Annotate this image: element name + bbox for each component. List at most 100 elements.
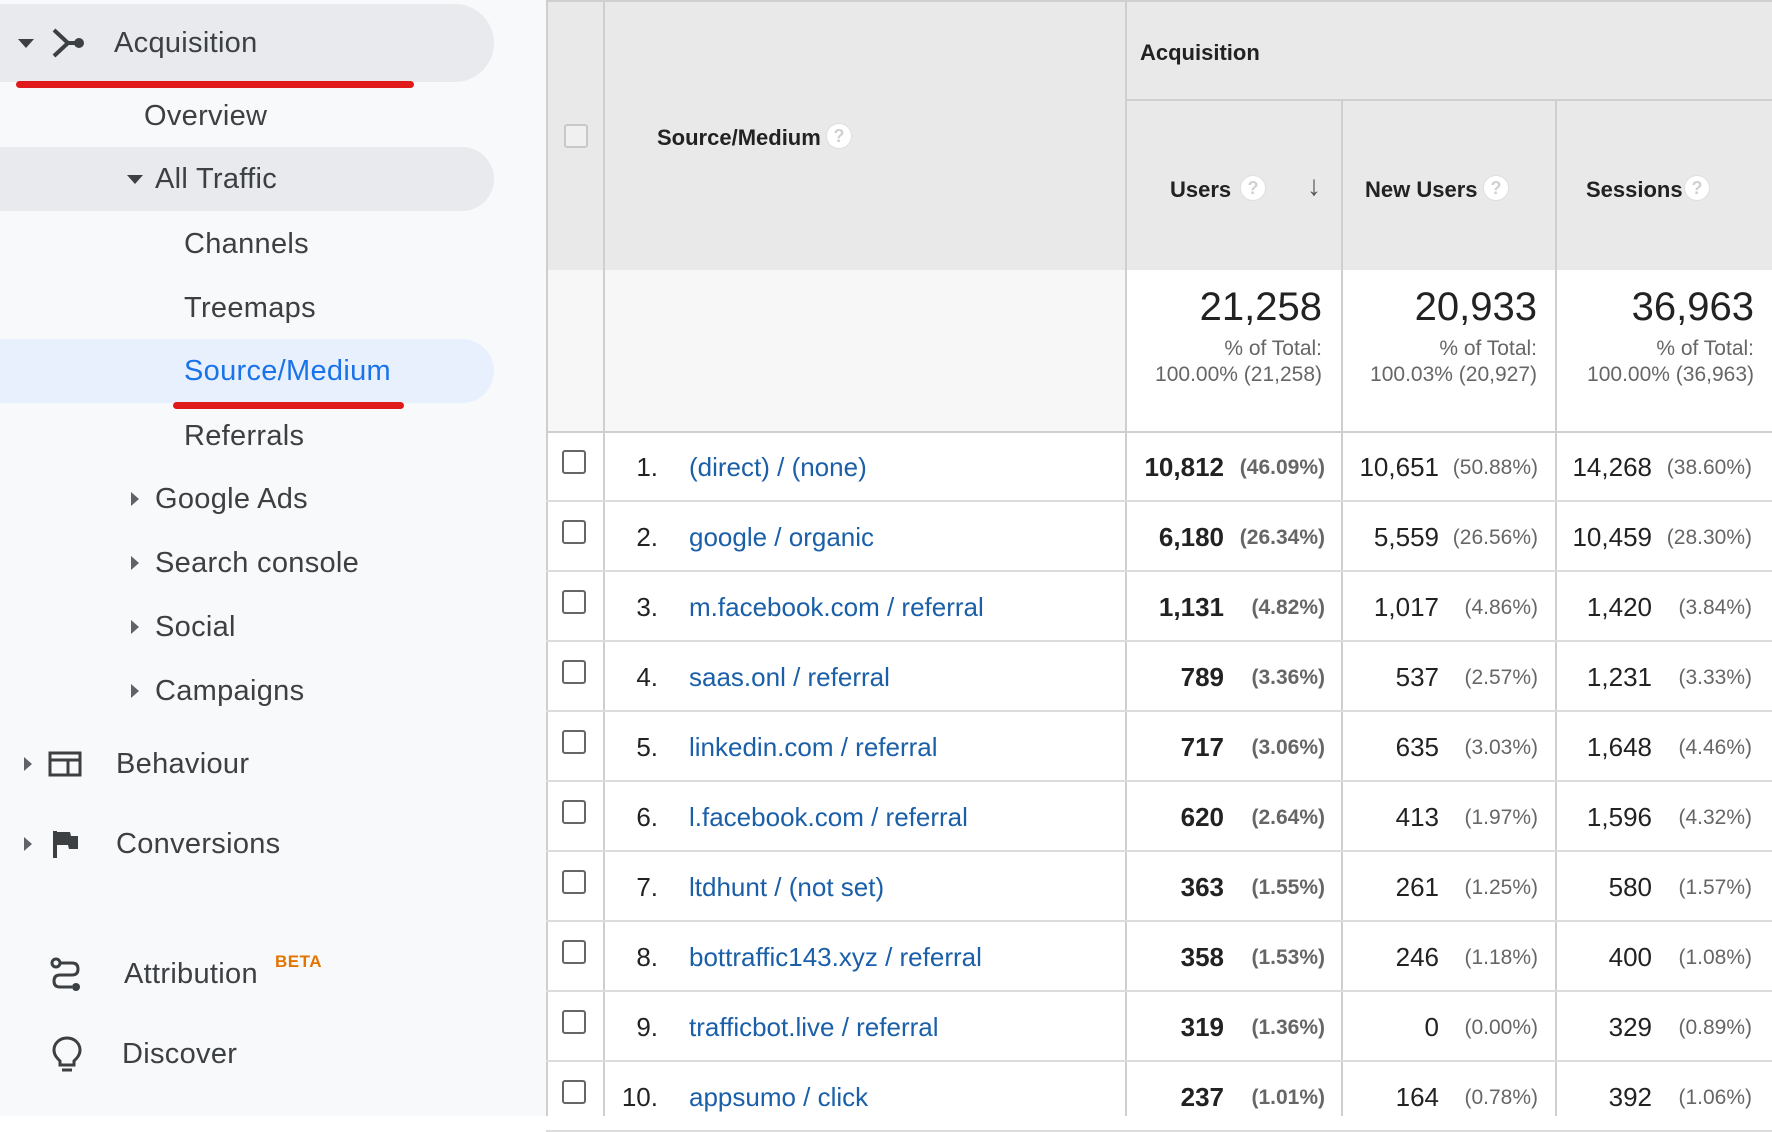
users-value: 789 [1180,662,1224,692]
source-medium-underline [173,402,404,409]
source-medium-link[interactable]: m.facebook.com / referral [689,592,984,622]
nav-acquisition[interactable]: Acquisition [18,4,258,82]
source-medium-header[interactable]: Source/Medium [657,125,821,150]
grid-line [1341,100,1343,1116]
table-row: 7. ltdhunt / (not set) 363 (1.55%) 261 (… [546,852,1772,922]
row-checkbox[interactable] [562,1080,586,1104]
row-index: 7. [636,872,658,902]
nav-source-medium-label: Source/Medium [184,354,391,387]
nav-behaviour-label: Behaviour [116,747,250,780]
source-medium-link[interactable]: trafficbot.live / referral [689,1012,939,1042]
total-value: 21,258 [1199,285,1322,329]
nav-all-traffic[interactable]: All Traffic [127,147,277,211]
new-users-percent: (4.86%) [1464,596,1538,619]
nav-campaigns-label: Campaigns [155,674,305,707]
nav-search-console[interactable]: Search console [131,541,359,585]
sessions-percent: (28.30%) [1666,526,1752,549]
nav-referrals-label: Referrals [184,419,305,452]
total-label: % of Total: [1224,337,1322,360]
row-checkbox[interactable] [562,520,586,544]
total-detail: 100.00% (21,258) [1155,363,1322,386]
source-medium-highlight [0,339,494,403]
users-value: 1,131 [1158,592,1224,622]
chevron-down-icon [18,38,34,48]
nav-conversions[interactable]: Conversions [24,821,281,867]
row-index: 3. [636,592,658,622]
source-medium-link[interactable]: (direct) / (none) [689,452,867,482]
nav-referrals[interactable]: Referrals [184,414,304,458]
chevron-right-icon [131,556,139,570]
nav-campaigns[interactable]: Campaigns [131,669,304,713]
grid-line [1125,0,1127,1116]
nav-social[interactable]: Social [131,605,236,649]
total-detail: 100.00% (36,963) [1587,363,1754,386]
select-all-checkbox[interactable] [564,124,588,148]
table-row: 5. linkedin.com / referral 717 (3.06%) 6… [546,712,1772,782]
new-users-percent: (1.97%) [1464,806,1538,829]
help-icon[interactable]: ? [1240,175,1266,201]
nav-treemaps[interactable]: Treemaps [184,286,316,330]
grid-line [1555,100,1557,1116]
sessions-column-header[interactable]: Sessions [1586,177,1683,202]
row-checkbox[interactable] [562,870,586,894]
source-medium-link[interactable]: linkedin.com / referral [689,732,938,762]
users-value: 10,812 [1144,452,1224,482]
source-medium-link[interactable]: appsumo / click [689,1082,869,1112]
source-medium-link[interactable]: bottraffic143.xyz / referral [689,942,982,972]
row-checkbox[interactable] [562,660,586,684]
source-medium-link[interactable]: ltdhunt / (not set) [689,872,885,902]
users-percent: (1.01%) [1251,1086,1325,1109]
row-checkbox[interactable] [562,1010,586,1034]
nav-channels[interactable]: Channels [184,222,309,266]
new-users-percent: (0.78%) [1464,1086,1538,1109]
sessions-value: 1,596 [1586,802,1652,832]
users-value: 363 [1180,872,1224,902]
total-value: 20,933 [1414,285,1537,329]
users-column-header[interactable]: Users [1170,177,1232,202]
sessions-value: 1,231 [1586,662,1652,692]
sessions-value: 14,268 [1572,452,1652,482]
nav-overview[interactable]: Overview [144,94,267,138]
new-users-value: 261 [1395,872,1439,902]
attribution-icon [50,957,80,991]
row-divider [546,990,1772,992]
row-divider [546,1060,1772,1062]
sort-arrow-down-icon[interactable]: ↓ [1307,170,1321,201]
nav-search-console-label: Search console [155,546,360,579]
nav-discover[interactable]: Discover [50,1031,237,1077]
table-row: 6. l.facebook.com / referral 620 (2.64%)… [546,782,1772,852]
row-divider [546,570,1772,572]
grid-line [1126,99,1772,101]
new-users-percent: (50.88%) [1452,456,1538,479]
totals-values-bg [1126,270,1772,432]
row-index: 2. [636,522,658,552]
users-percent: (26.34%) [1239,526,1325,549]
users-value: 358 [1180,942,1224,972]
row-checkbox[interactable] [562,730,586,754]
nav-channels-label: Channels [184,227,309,260]
row-checkbox[interactable] [562,940,586,964]
help-icon[interactable]: ? [1483,175,1509,201]
lightbulb-icon [52,1036,82,1072]
new-users-column-header[interactable]: New Users [1365,177,1478,202]
all-traffic-highlight [0,147,494,211]
nav-google-ads[interactable]: Google Ads [131,477,308,521]
grid-line [546,0,548,1116]
sessions-value: 400 [1608,942,1652,972]
sessions-value: 1,420 [1586,592,1652,622]
source-medium-link[interactable]: l.facebook.com / referral [689,802,968,832]
nav-behaviour[interactable]: Behaviour [24,741,249,787]
source-medium-link[interactable]: saas.onl / referral [689,662,890,692]
nav-overview-label: Overview [144,99,268,132]
nav-attribution[interactable]: Attribution [48,951,258,997]
row-checkbox[interactable] [562,800,586,824]
source-medium-link[interactable]: google / organic [689,522,875,552]
nav-source-medium[interactable]: Source/Medium [184,339,391,403]
row-checkbox[interactable] [562,590,586,614]
help-icon[interactable]: ? [1684,175,1710,201]
row-checkbox[interactable] [562,450,586,474]
table-row: 9. trafficbot.live / referral 319 (1.36%… [546,992,1772,1062]
help-icon[interactable]: ? [826,123,852,149]
new-users-percent: (1.18%) [1464,946,1538,969]
table-row: 3. m.facebook.com / referral 1,131 (4.82… [546,572,1772,642]
